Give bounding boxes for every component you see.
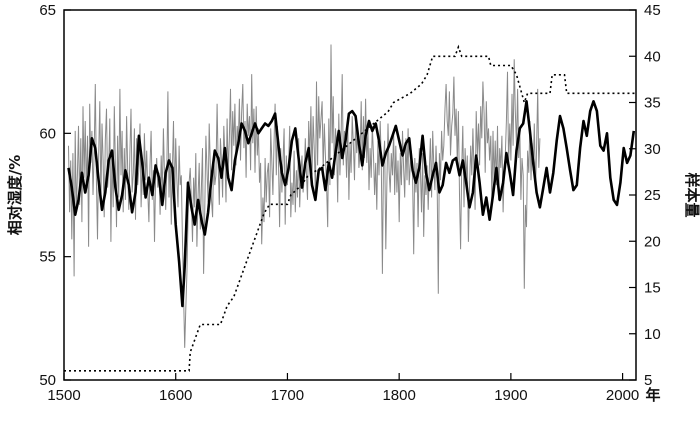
y-right-tick-label: 15 <box>644 280 661 297</box>
y-axis-left-title: 相对湿度/% <box>6 155 24 236</box>
y-left-tick-label: 65 <box>39 2 56 19</box>
x-tick-label: 2000 <box>606 387 639 404</box>
series-sample-size <box>64 44 636 372</box>
y-right-tick-label: 30 <box>644 141 661 158</box>
x-tick-label: 1600 <box>159 387 192 404</box>
x-tick-label: 1800 <box>382 387 415 404</box>
x-tick-label: 1900 <box>494 387 527 404</box>
y-right-tick-label: 35 <box>644 95 661 112</box>
series-layer <box>64 44 636 372</box>
y-right-tick-label: 25 <box>644 187 661 204</box>
series-smoothed-humidity <box>67 100 636 308</box>
y-right-tick-label: 45 <box>644 2 661 19</box>
y-right-tick-label: 20 <box>644 233 661 250</box>
y-left-tick-label: 50 <box>39 372 56 389</box>
axes-layer: 1500 1600 1700 1800 1900 2000 50 55 60 65 5 10 15 20 2… <box>39 2 660 404</box>
y-left-tick-label: 55 <box>39 249 56 266</box>
x-tick-label: 1500 <box>47 387 80 404</box>
y-right-tick-label: 10 <box>644 326 661 343</box>
x-tick-label: 1700 <box>271 387 304 404</box>
y-right-tick-label: 40 <box>644 48 661 65</box>
y-right-tick-label: 5 <box>644 372 652 389</box>
y-axis-right-title: 样本量 <box>683 172 700 217</box>
y-left-tick-label: 60 <box>39 125 56 142</box>
x-axis-title: 年 <box>645 386 660 404</box>
